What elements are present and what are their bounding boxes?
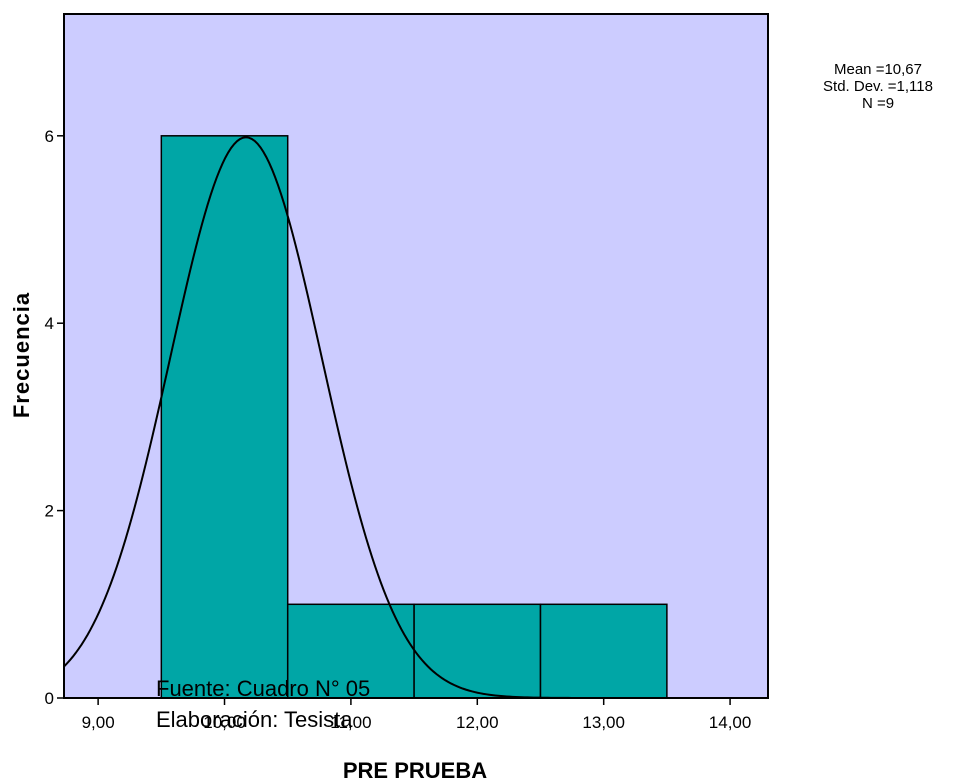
- stats-mean: Mean =10,67: [834, 61, 922, 78]
- x-tick-label: 12,00: [456, 713, 499, 732]
- plot-frame: [63, 13, 769, 699]
- stats-std-dev: Std. Dev. =1,118: [823, 78, 933, 95]
- stats-box: Mean =10,67 Std. Dev. =1,118 N =9: [823, 61, 933, 112]
- author-note: Elaboración: Tesista: [156, 707, 353, 732]
- x-tick-label: 11,00: [330, 713, 371, 732]
- y-axis-title: Frecuencia: [9, 292, 34, 418]
- x-tick-label: 9,00: [82, 713, 115, 732]
- x-axis-title: PRE PRUEBA: [343, 758, 487, 781]
- histogram-bar-4: [539, 603, 668, 699]
- x-tick-label: 14,00: [709, 713, 752, 732]
- x-tick-label: 10,00: [203, 713, 246, 732]
- histogram-bar-2: [286, 603, 415, 699]
- y-tick-label: 2: [45, 502, 54, 521]
- y-tick-label: 6: [45, 127, 54, 146]
- y-tick-label: 4: [45, 314, 54, 333]
- x-tick-label: 13,00: [582, 713, 625, 732]
- histogram-bar-3: [413, 603, 542, 699]
- histogram-bar-1: [160, 135, 289, 699]
- y-tick-label: 0: [45, 689, 54, 708]
- source-note: Fuente: Cuadro N° 05: [156, 676, 370, 701]
- stats-n: N =9: [862, 95, 894, 112]
